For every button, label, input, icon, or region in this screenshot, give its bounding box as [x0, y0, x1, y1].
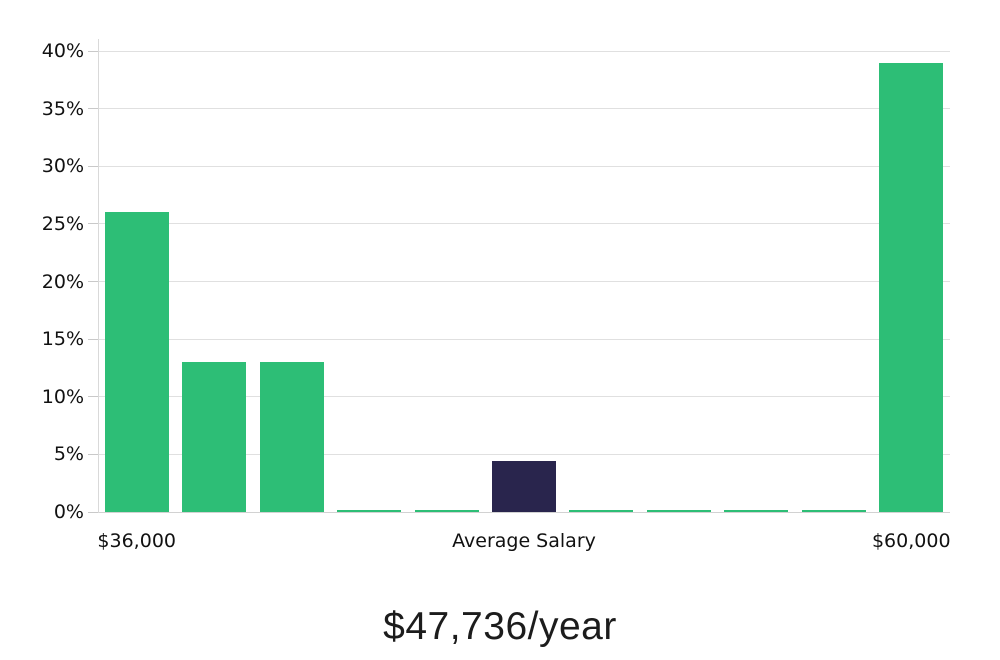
y-tick-label-10pct: 10% — [41, 385, 84, 408]
y-tick-10pct — [88, 396, 98, 398]
x-label-60-000: $60,000 — [871, 530, 951, 552]
gridline-20pct — [98, 281, 950, 282]
y-tick-label-0pct: 0% — [53, 501, 84, 523]
salary-bar-3 — [337, 509, 402, 512]
salary-bar-0 — [104, 212, 169, 512]
salary-bar-7 — [646, 509, 711, 512]
gridline-40pct — [98, 50, 950, 52]
y-tick-label-35pct: 35% — [41, 97, 84, 120]
y-tick-5pct — [88, 453, 98, 455]
x-label-average-salary: Average Salary — [452, 530, 596, 552]
y-tick-label-5pct: 5% — [53, 443, 84, 466]
y-tick-25pct — [88, 223, 98, 225]
gridline-15pct — [98, 338, 950, 340]
salary-bar-10 — [879, 62, 944, 512]
y-tick-35pct — [88, 108, 98, 110]
y-tick-15pct — [88, 338, 98, 340]
salary-bar-2 — [259, 362, 324, 512]
y-tick-label-40pct: 40% — [41, 40, 84, 62]
y-tick-label-30pct: 30% — [41, 155, 84, 178]
y-tick-label-15pct: 15% — [41, 328, 84, 351]
x-label-36-000: $36,000 — [97, 530, 176, 552]
y-tick-20pct — [88, 281, 98, 282]
average-salary-bar — [492, 461, 556, 512]
y-tick-label-20pct: 20% — [41, 270, 84, 293]
y-tick-40pct — [88, 50, 98, 52]
salary-bar-9 — [801, 509, 866, 512]
gridline-25pct — [98, 223, 950, 225]
y-tick-label-25pct: 25% — [41, 212, 84, 235]
salary-bar-1 — [182, 362, 247, 512]
gridline-35pct — [98, 108, 950, 110]
y-tick-30pct — [88, 165, 98, 167]
y-tick-0pct — [88, 511, 98, 513]
salary-bar-4 — [414, 509, 479, 512]
salary-bar-6 — [569, 509, 634, 512]
average-salary-caption: $47,736/year — [383, 605, 617, 648]
gridline-30pct — [98, 165, 950, 167]
salary-bar-8 — [724, 509, 789, 512]
y-axis-spine — [98, 39, 99, 513]
